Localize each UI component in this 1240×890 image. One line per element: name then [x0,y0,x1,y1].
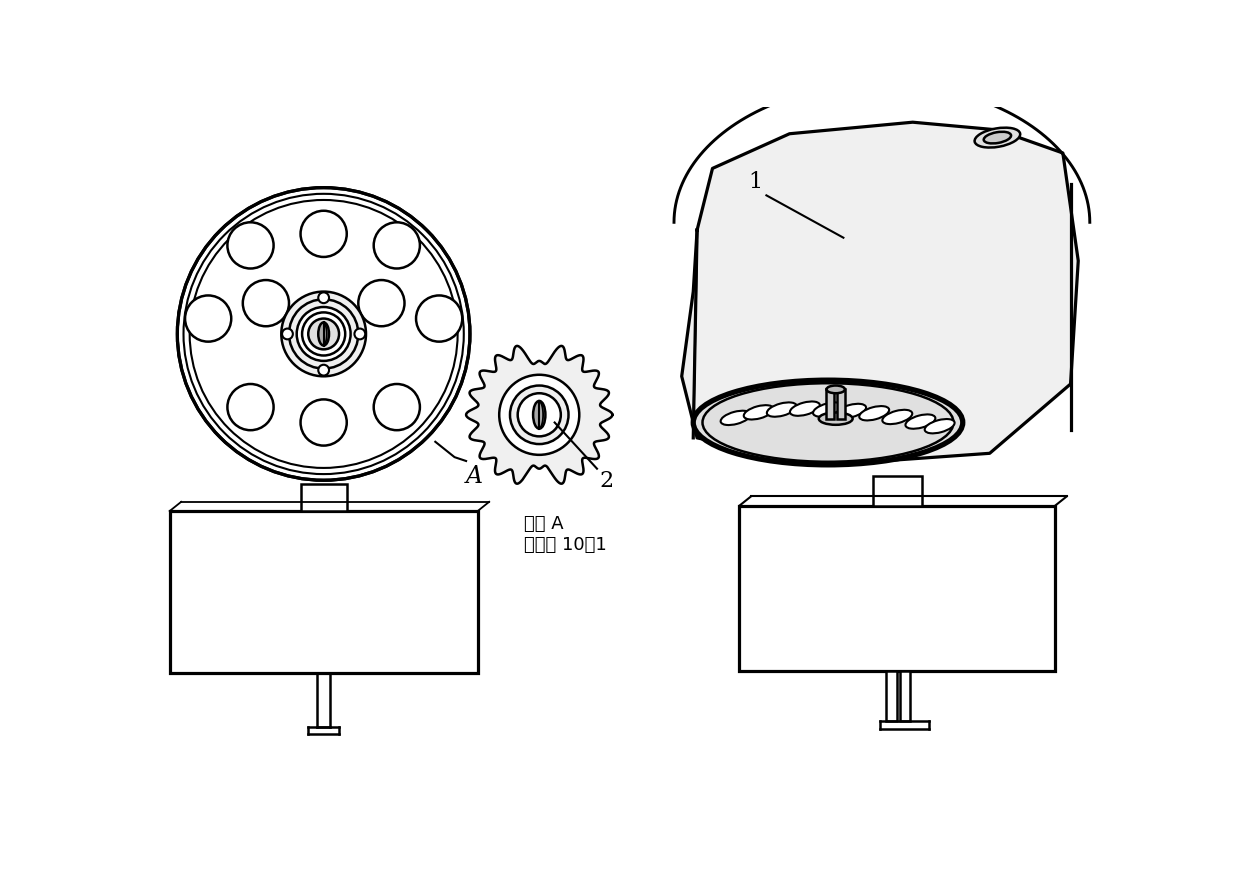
Text: 1: 1 [749,171,763,193]
Circle shape [243,280,289,327]
Text: A: A [466,465,484,488]
Circle shape [309,319,339,350]
Ellipse shape [883,409,913,425]
Circle shape [296,307,351,361]
Circle shape [417,295,463,342]
Circle shape [373,222,420,269]
Circle shape [227,384,274,430]
Ellipse shape [826,385,844,393]
Circle shape [281,328,293,339]
Circle shape [319,293,329,303]
Ellipse shape [766,402,797,417]
Text: 2: 2 [599,470,614,492]
FancyBboxPatch shape [837,390,844,418]
Ellipse shape [975,127,1021,148]
Ellipse shape [836,404,866,418]
Ellipse shape [925,419,955,433]
Ellipse shape [720,410,750,425]
Circle shape [358,280,404,327]
FancyBboxPatch shape [885,671,897,721]
Circle shape [227,222,274,269]
Ellipse shape [859,406,889,420]
Ellipse shape [983,132,1011,143]
Ellipse shape [905,415,935,429]
Circle shape [373,384,420,430]
Ellipse shape [813,402,843,417]
Ellipse shape [533,400,546,429]
FancyBboxPatch shape [899,671,910,721]
Circle shape [185,295,231,342]
Polygon shape [682,122,1079,465]
Circle shape [300,400,347,446]
Circle shape [177,188,470,481]
Text: 缩放： 10：1: 缩放： 10：1 [523,537,606,554]
FancyBboxPatch shape [826,390,835,418]
FancyBboxPatch shape [170,511,477,673]
FancyBboxPatch shape [739,506,1055,671]
Ellipse shape [319,322,329,345]
FancyBboxPatch shape [873,476,921,506]
FancyBboxPatch shape [300,484,347,511]
Circle shape [355,328,366,339]
Ellipse shape [790,401,820,416]
Circle shape [300,211,347,257]
Ellipse shape [818,412,853,425]
Circle shape [517,393,560,436]
Circle shape [281,292,366,376]
Text: 详图 A: 详图 A [523,515,563,533]
Polygon shape [466,346,613,483]
Ellipse shape [693,380,962,465]
Circle shape [500,375,579,455]
Circle shape [319,365,329,376]
Ellipse shape [744,405,774,419]
Circle shape [510,385,568,444]
